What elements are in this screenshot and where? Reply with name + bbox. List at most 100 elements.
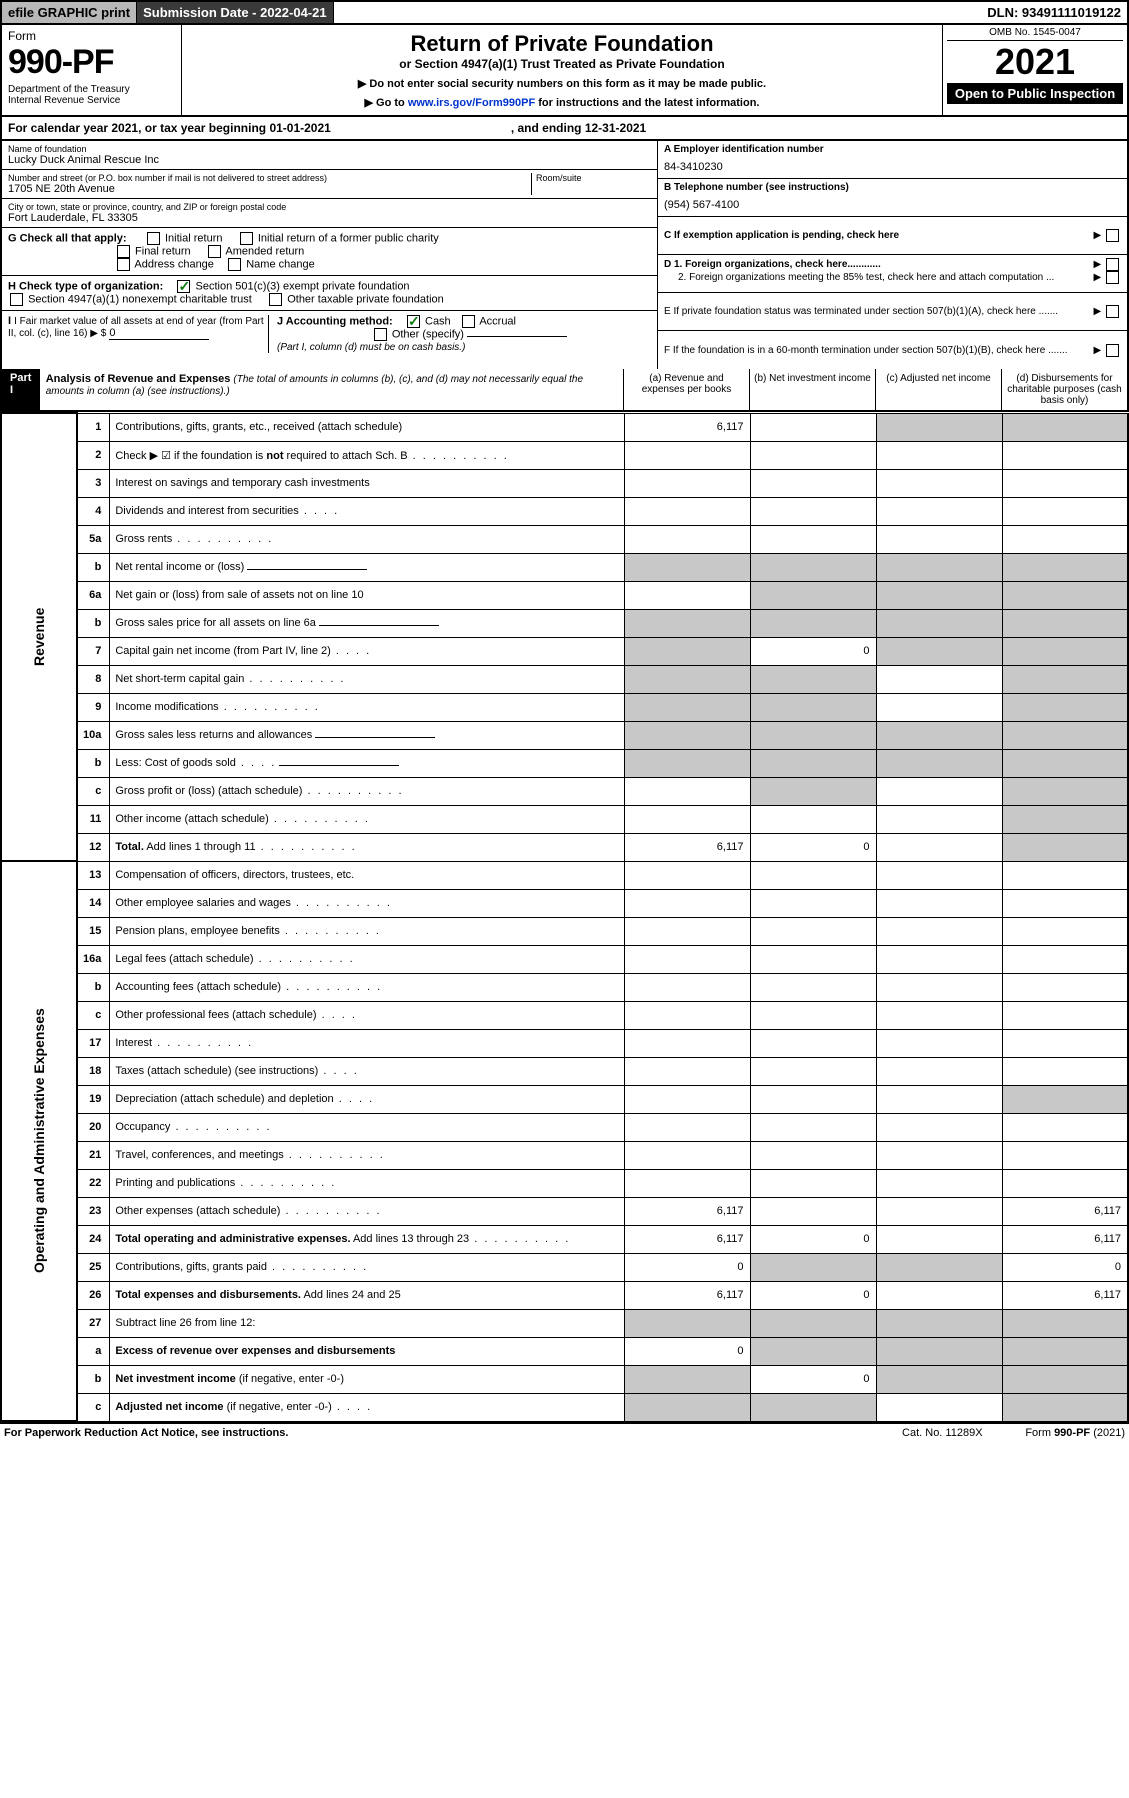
row-number: 11 — [77, 805, 110, 833]
cell — [750, 469, 876, 497]
row-number: b — [77, 609, 110, 637]
chk-name-change[interactable] — [228, 258, 241, 271]
cell — [624, 945, 750, 973]
row-desc: Contributions, gifts, grants, etc., rece… — [110, 413, 624, 441]
telephone: (954) 567-4100 — [664, 199, 1121, 211]
cell: 6,117 — [624, 1225, 750, 1253]
dln: DLN: 93491111019122 — [981, 2, 1127, 23]
row-number: 19 — [77, 1085, 110, 1113]
chk-foreign-org[interactable] — [1106, 258, 1119, 271]
cell — [750, 1057, 876, 1085]
cell — [876, 973, 1002, 1001]
calendar-year-row: For calendar year 2021, or tax year begi… — [0, 117, 1129, 141]
chk-initial-return[interactable] — [147, 232, 160, 245]
part1-table: Revenue1Contributions, gifts, grants, et… — [0, 412, 1129, 1422]
chk-amended[interactable] — [208, 245, 221, 258]
cell — [876, 749, 1002, 777]
cell — [876, 1085, 1002, 1113]
part1-header: Part I Analysis of Revenue and Expenses … — [0, 369, 1129, 412]
row-number: b — [77, 973, 110, 1001]
row-desc: Other income (attach schedule) — [110, 805, 624, 833]
cell — [750, 917, 876, 945]
cell — [624, 749, 750, 777]
row-desc: Occupancy — [110, 1113, 624, 1141]
cell — [876, 1309, 1002, 1337]
chk-other-method[interactable] — [374, 328, 387, 341]
cat-no: Cat. No. 11289X — [902, 1427, 983, 1439]
chk-accrual[interactable] — [462, 315, 475, 328]
cell — [750, 1337, 876, 1365]
chk-status-terminated[interactable] — [1106, 305, 1119, 318]
col-a-header: (a) Revenue and expenses per books — [623, 369, 749, 410]
row-desc: Total operating and administrative expen… — [110, 1225, 624, 1253]
chk-address-change[interactable] — [117, 258, 130, 271]
cell — [624, 777, 750, 805]
cell — [750, 1169, 876, 1197]
cell — [624, 665, 750, 693]
chk-60month[interactable] — [1106, 344, 1119, 357]
cell — [876, 553, 1002, 581]
cell — [1002, 721, 1128, 749]
row-desc: Gross rents — [110, 525, 624, 553]
cell — [624, 861, 750, 889]
cell — [624, 973, 750, 1001]
cell — [876, 1029, 1002, 1057]
cell — [624, 1169, 750, 1197]
row-desc: Capital gain net income (from Part IV, l… — [110, 637, 624, 665]
cell — [876, 1281, 1002, 1309]
cell — [624, 1001, 750, 1029]
city-state-zip: Fort Lauderdale, FL 33305 — [8, 212, 651, 224]
cell — [1002, 1337, 1128, 1365]
row-number: 15 — [77, 917, 110, 945]
cell — [750, 1393, 876, 1421]
cell — [750, 1001, 876, 1029]
cell — [624, 581, 750, 609]
cell — [750, 1309, 876, 1337]
row-desc: Total. Add lines 1 through 11 — [110, 833, 624, 861]
cell — [624, 721, 750, 749]
chk-exemption-pending[interactable] — [1106, 229, 1119, 242]
cell — [1002, 413, 1128, 441]
row-number: 3 — [77, 469, 110, 497]
cell — [1002, 917, 1128, 945]
chk-cash[interactable] — [407, 315, 420, 328]
chk-4947[interactable] — [10, 293, 23, 306]
row-desc: Taxes (attach schedule) (see instruction… — [110, 1057, 624, 1085]
ein-label: A Employer identification number — [664, 144, 1121, 155]
cell — [876, 469, 1002, 497]
cell — [624, 1029, 750, 1057]
cell — [624, 469, 750, 497]
cell: 0 — [1002, 1253, 1128, 1281]
row-desc: Pension plans, employee benefits — [110, 917, 624, 945]
row-number: 22 — [77, 1169, 110, 1197]
addr-label: Number and street (or P.O. box number if… — [8, 173, 531, 183]
cell: 0 — [750, 1281, 876, 1309]
row-number: 12 — [77, 833, 110, 861]
row-desc: Net gain or (loss) from sale of assets n… — [110, 581, 624, 609]
cell — [876, 1057, 1002, 1085]
row-number: b — [77, 553, 110, 581]
cell — [750, 525, 876, 553]
row-number: 17 — [77, 1029, 110, 1057]
row-desc: Printing and publications — [110, 1169, 624, 1197]
cell — [876, 441, 1002, 469]
chk-501c3[interactable] — [177, 280, 190, 293]
row-number: 9 — [77, 693, 110, 721]
row-desc: Income modifications — [110, 693, 624, 721]
chk-other-taxable[interactable] — [269, 293, 282, 306]
chk-85pct[interactable] — [1106, 271, 1119, 284]
cell — [750, 805, 876, 833]
irs-link[interactable]: www.irs.gov/Form990PF — [408, 97, 535, 109]
cal-begin: For calendar year 2021, or tax year begi… — [8, 121, 331, 135]
cell — [1002, 833, 1128, 861]
cell — [876, 665, 1002, 693]
cell — [1002, 665, 1128, 693]
row-number: 23 — [77, 1197, 110, 1225]
cell — [1002, 973, 1128, 1001]
cell — [876, 861, 1002, 889]
cell — [1002, 1365, 1128, 1393]
chk-final-return[interactable] — [117, 245, 130, 258]
col-d-header: (d) Disbursements for charitable purpose… — [1001, 369, 1127, 410]
chk-initial-former[interactable] — [240, 232, 253, 245]
cell — [876, 945, 1002, 973]
